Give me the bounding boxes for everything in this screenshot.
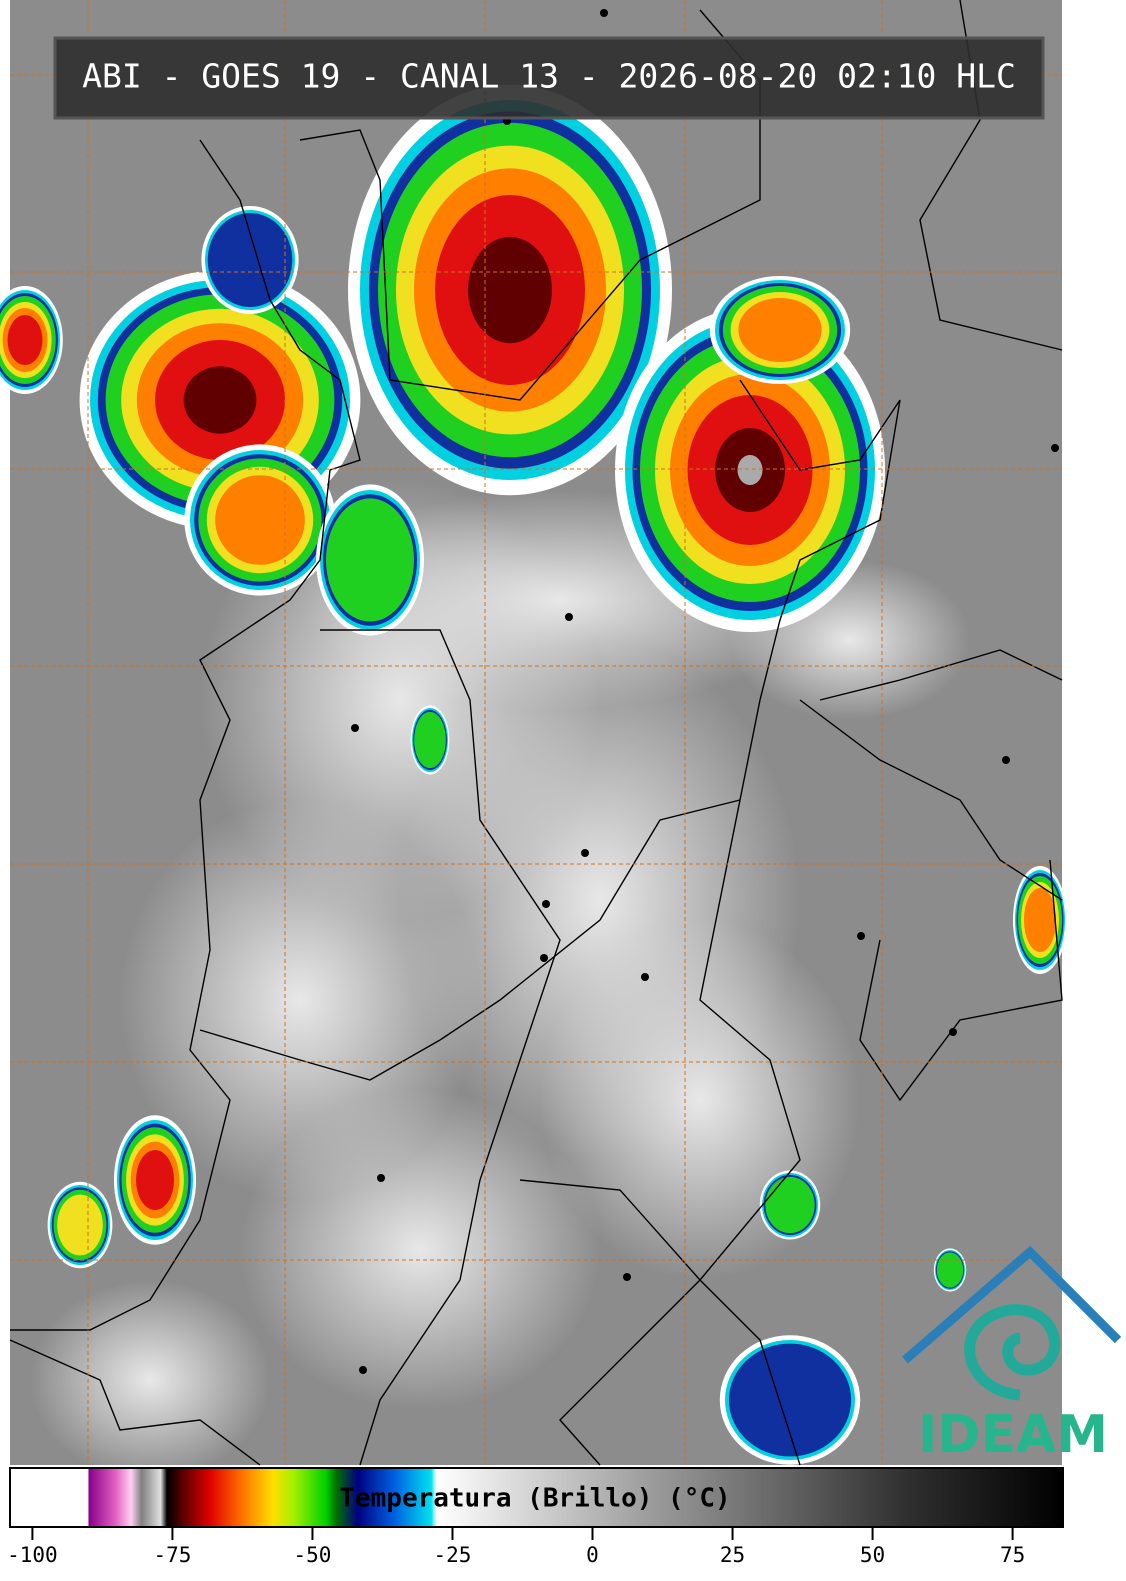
storm-cell [765,1176,815,1234]
tick-label: -25 [434,1543,472,1567]
city-marker [949,1028,957,1036]
cloud-area [30,1280,270,1480]
logo-swirl [964,1304,1061,1401]
tick-label: 0 [586,1543,599,1567]
colorbar-label: Temperatura (Brillo) (°C) [339,1484,730,1514]
logo-roof [902,1245,1122,1364]
storm-cell [215,475,305,565]
storm-cell [326,498,414,622]
map [0,0,1067,1480]
border-line [559,379,901,1466]
logo: IDEAM [902,1245,1122,1465]
border-line [799,699,1063,901]
border-line [10,139,361,1331]
storm-cell [468,236,552,344]
storm-cell [183,366,257,434]
title-box [53,36,1045,120]
cloud-area [240,1090,600,1410]
storm-cell [207,213,293,307]
border-line [299,9,761,401]
border-line [9,1339,261,1466]
storm-cell [1024,888,1056,952]
border-line [199,799,741,1081]
storm-cell [414,711,446,769]
city-marker [623,1273,631,1281]
city-marker [600,9,608,17]
storm-cell [738,298,822,362]
city-marker [351,724,359,732]
city-marker [359,1366,367,1374]
border-line [519,1179,801,1466]
storm-cell [7,315,43,365]
tick-label: -100 [7,1543,58,1567]
storm-cell [57,1194,103,1256]
storm-cell [136,1150,174,1210]
city-marker [1002,756,1010,764]
storm-cell [936,1252,964,1288]
storm-cell [737,455,763,485]
city-marker [857,932,865,940]
border-line [859,859,1063,1102]
logo-text: IDEAM [918,1405,1108,1465]
city-marker [540,954,548,962]
colorbar-ramp [9,1467,1064,1528]
tick-label: 50 [860,1543,885,1567]
storm-cell [728,1343,852,1457]
tick-label: 75 [1000,1543,1025,1567]
city-marker [581,849,589,857]
city-marker [1051,444,1059,452]
city-marker [565,613,573,621]
tick-label: 25 [720,1543,745,1567]
city-marker [542,900,550,908]
city-marker [641,973,649,981]
border-line [320,629,561,1466]
title: ABI - GOES 19 - CANAL 13 - 2026-08-20 02… [82,57,1016,96]
city-marker [377,1174,385,1182]
border-line [819,649,1063,701]
tick-label: -75 [153,1543,191,1567]
tick-label: -50 [293,1543,331,1567]
colorbar: Temperatura (Brillo) (°C) -100 -75 -50 -25 0… [7,1467,1064,1567]
